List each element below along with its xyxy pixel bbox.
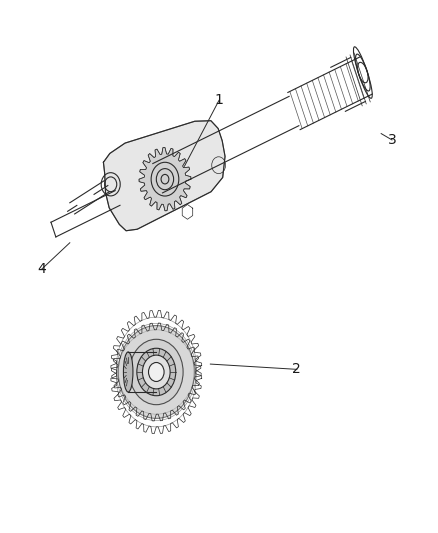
Circle shape (148, 362, 164, 382)
Circle shape (130, 340, 183, 405)
Circle shape (118, 326, 194, 418)
Ellipse shape (124, 352, 133, 392)
Text: 2: 2 (293, 362, 301, 376)
Text: 3: 3 (388, 133, 396, 147)
Text: 1: 1 (215, 93, 223, 107)
Polygon shape (103, 120, 225, 231)
Circle shape (142, 355, 170, 389)
Circle shape (137, 348, 176, 395)
Text: 4: 4 (37, 262, 46, 276)
Polygon shape (139, 148, 191, 211)
